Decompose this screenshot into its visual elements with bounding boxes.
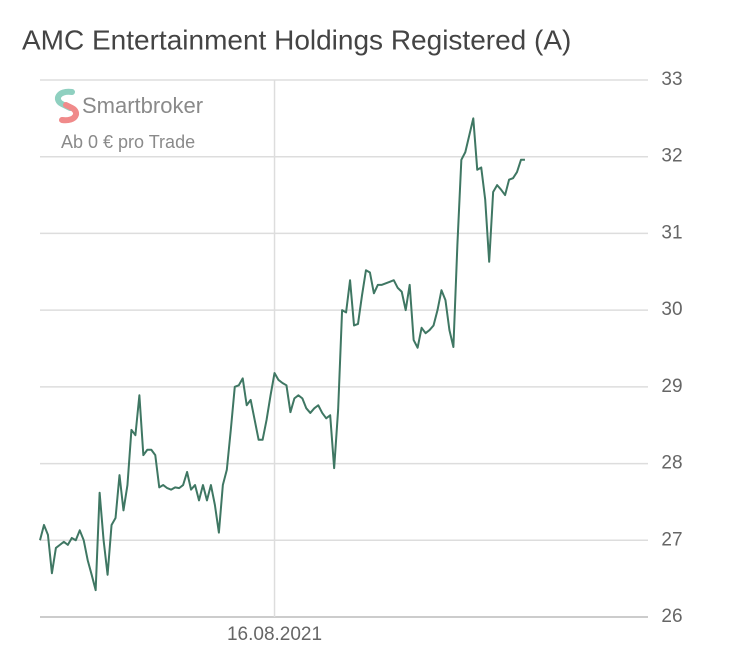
y-tick-label: 31 xyxy=(661,222,682,243)
y-tick-label: 29 xyxy=(661,376,682,397)
chart-title: AMC Entertainment Holdings Registered (A… xyxy=(22,24,571,55)
y-tick-label: 27 xyxy=(661,529,682,550)
watermark-brand: Smartbroker xyxy=(82,93,203,118)
y-tick-label: 28 xyxy=(661,453,682,474)
y-tick-label: 26 xyxy=(661,606,682,627)
watermark-tagline: Ab 0 € pro Trade xyxy=(61,132,195,152)
x-tick-label: 16.08.2021 xyxy=(227,624,322,645)
watermark-logo xyxy=(54,88,80,124)
price-line xyxy=(39,117,525,592)
y-tick-label: 30 xyxy=(661,299,682,320)
y-tick-label: 33 xyxy=(661,69,682,90)
y-tick-label: 32 xyxy=(661,146,682,167)
